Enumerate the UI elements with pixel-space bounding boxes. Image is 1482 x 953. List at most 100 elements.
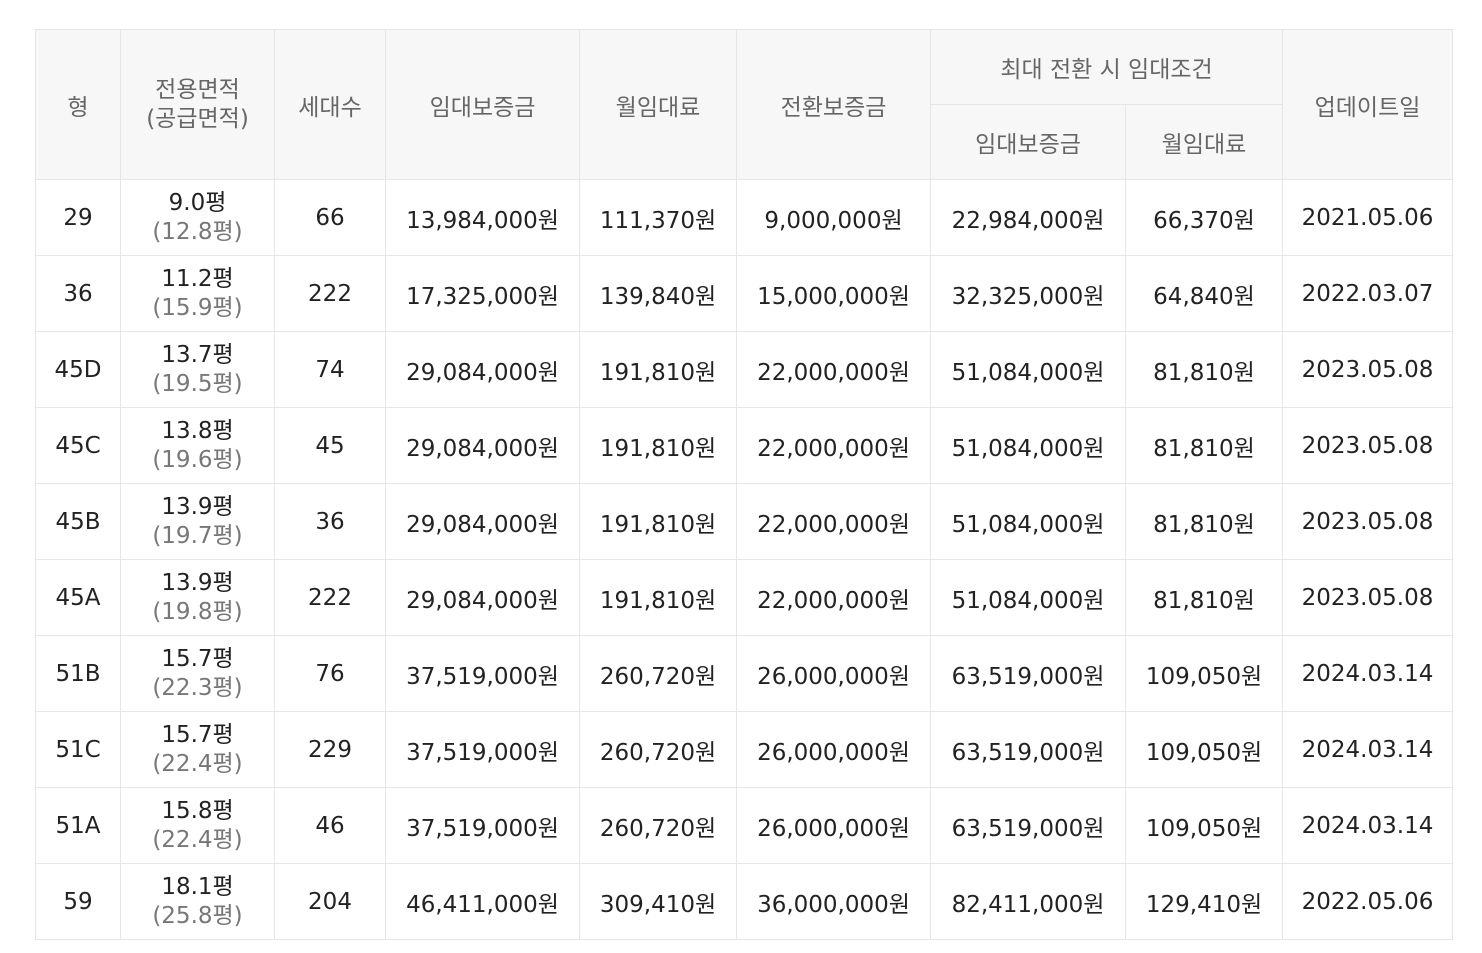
- header-area: 전용면적 (공급면적): [120, 29, 275, 180]
- cell-updated: 2023.05.08: [1282, 483, 1453, 560]
- cell-conversion-deposit: 26,000,000원: [736, 711, 931, 788]
- cell-type: 59: [35, 863, 121, 940]
- header-type: 형: [35, 29, 121, 180]
- cell-area: 15.8평 (22.4평): [120, 787, 275, 864]
- cell-area: 15.7평 (22.4평): [120, 711, 275, 788]
- cell-deposit: 29,084,000원: [385, 483, 580, 560]
- rental-conditions-table: 형 전용면적 (공급면적) 세대수 임대보증금 월임대료 전환보증금 최대 전환…: [35, 29, 1453, 940]
- cell-area: 13.9평 (19.8평): [120, 559, 275, 636]
- cell-type: 45A: [35, 559, 121, 636]
- cell-area-supply: (22.3평): [152, 674, 243, 701]
- table-row: 45C 13.8평 (19.6평) 45 29,084,000원 191,810원 22,0…: [35, 407, 1453, 484]
- rental-table-container: 형 전용면적 (공급면적) 세대수 임대보증금 월임대료 전환보증금 최대 전환…: [35, 29, 1453, 940]
- cell-updated: 2024.03.14: [1282, 787, 1453, 864]
- cell-households: 46: [274, 787, 386, 864]
- cell-type: 51B: [35, 635, 121, 712]
- cell-deposit: 37,519,000원: [385, 711, 580, 788]
- cell-max-deposit: 51,084,000원: [930, 559, 1126, 636]
- cell-monthly-rent: 139,840원: [579, 255, 737, 332]
- cell-area: 13.9평 (19.7평): [120, 483, 275, 560]
- cell-monthly-rent: 191,810원: [579, 559, 737, 636]
- cell-area: 18.1평 (25.8평): [120, 863, 275, 940]
- cell-max-deposit: 51,084,000원: [930, 331, 1126, 408]
- cell-max-monthly-rent: 81,810원: [1125, 559, 1283, 636]
- table-row: 45B 13.9평 (19.7평) 36 29,084,000원 191,810원 22,0…: [35, 483, 1453, 560]
- cell-conversion-deposit: 26,000,000원: [736, 787, 931, 864]
- cell-updated: 2022.05.06: [1282, 863, 1453, 940]
- header-max-monthly-rent: 월임대료: [1125, 104, 1283, 180]
- cell-area-exclusive: 15.7평: [161, 721, 234, 748]
- cell-updated: 2023.05.08: [1282, 407, 1453, 484]
- cell-area-exclusive: 15.7평: [161, 645, 234, 672]
- cell-deposit: 46,411,000원: [385, 863, 580, 940]
- cell-monthly-rent: 309,410원: [579, 863, 737, 940]
- cell-area-exclusive: 13.8평: [161, 417, 234, 444]
- cell-area-supply: (22.4평): [152, 826, 243, 853]
- header-area-supply: (공급면적): [146, 105, 249, 132]
- cell-type: 45C: [35, 407, 121, 484]
- header-max-conversion-group: 최대 전환 시 임대조건: [930, 29, 1283, 105]
- cell-area-supply: (12.8평): [152, 218, 243, 245]
- cell-area-supply: (19.6평): [152, 446, 243, 473]
- cell-households: 229: [274, 711, 386, 788]
- cell-updated: 2024.03.14: [1282, 711, 1453, 788]
- cell-conversion-deposit: 36,000,000원: [736, 863, 931, 940]
- cell-max-deposit: 22,984,000원: [930, 179, 1126, 256]
- cell-updated: 2021.05.06: [1282, 179, 1453, 256]
- cell-max-monthly-rent: 66,370원: [1125, 179, 1283, 256]
- cell-max-deposit: 63,519,000원: [930, 711, 1126, 788]
- cell-area-supply: (25.8평): [152, 902, 243, 929]
- cell-area-supply: (19.7평): [152, 522, 243, 549]
- cell-conversion-deposit: 22,000,000원: [736, 331, 931, 408]
- cell-monthly-rent: 260,720원: [579, 711, 737, 788]
- cell-max-deposit: 32,325,000원: [930, 255, 1126, 332]
- cell-area: 13.7평 (19.5평): [120, 331, 275, 408]
- cell-deposit: 29,084,000원: [385, 331, 580, 408]
- cell-updated: 2023.05.08: [1282, 331, 1453, 408]
- table-row: 59 18.1평 (25.8평) 204 46,411,000원 309,410원 36,0…: [35, 863, 1453, 940]
- header-households: 세대수: [274, 29, 386, 180]
- cell-area-supply: (19.5평): [152, 370, 243, 397]
- cell-max-monthly-rent: 81,810원: [1125, 483, 1283, 560]
- cell-monthly-rent: 191,810원: [579, 331, 737, 408]
- cell-area-exclusive: 13.7평: [161, 341, 234, 368]
- cell-max-deposit: 51,084,000원: [930, 407, 1126, 484]
- cell-max-monthly-rent: 81,810원: [1125, 407, 1283, 484]
- cell-area-exclusive: 18.1평: [161, 873, 234, 900]
- cell-type: 45B: [35, 483, 121, 560]
- table-body: 29 9.0평 (12.8평) 66 13,984,000원 111,370원 9,000,…: [35, 179, 1453, 940]
- header-monthly-rent: 월임대료: [579, 29, 737, 180]
- cell-area-supply: (19.8평): [152, 598, 243, 625]
- cell-area: 13.8평 (19.6평): [120, 407, 275, 484]
- cell-type: 51A: [35, 787, 121, 864]
- table-row: 29 9.0평 (12.8평) 66 13,984,000원 111,370원 9,000,…: [35, 179, 1453, 256]
- cell-deposit: 37,519,000원: [385, 787, 580, 864]
- cell-households: 66: [274, 179, 386, 256]
- cell-conversion-deposit: 26,000,000원: [736, 635, 931, 712]
- cell-monthly-rent: 260,720원: [579, 635, 737, 712]
- cell-conversion-deposit: 9,000,000원: [736, 179, 931, 256]
- table-row: 51A 15.8평 (22.4평) 46 37,519,000원 260,720원 26,0…: [35, 787, 1453, 864]
- cell-households: 36: [274, 483, 386, 560]
- cell-deposit: 37,519,000원: [385, 635, 580, 712]
- cell-deposit: 29,084,000원: [385, 407, 580, 484]
- header-area-exclusive: 전용면적: [155, 76, 240, 103]
- cell-type: 45D: [35, 331, 121, 408]
- cell-type: 29: [35, 179, 121, 256]
- cell-monthly-rent: 191,810원: [579, 483, 737, 560]
- table-row: 36 11.2평 (15.9평) 222 17,325,000원 139,840원 15,0…: [35, 255, 1453, 332]
- cell-deposit: 17,325,000원: [385, 255, 580, 332]
- cell-area-exclusive: 9.0평: [168, 189, 227, 216]
- cell-updated: 2022.03.07: [1282, 255, 1453, 332]
- cell-updated: 2024.03.14: [1282, 635, 1453, 712]
- cell-max-monthly-rent: 64,840원: [1125, 255, 1283, 332]
- cell-max-deposit: 63,519,000원: [930, 635, 1126, 712]
- table-row: 45A 13.9평 (19.8평) 222 29,084,000원 191,810원 22,…: [35, 559, 1453, 636]
- cell-conversion-deposit: 22,000,000원: [736, 483, 931, 560]
- cell-max-deposit: 51,084,000원: [930, 483, 1126, 560]
- cell-households: 222: [274, 255, 386, 332]
- table-row: 51C 15.7평 (22.4평) 229 37,519,000원 260,720원 26,…: [35, 711, 1453, 788]
- cell-area-supply: (22.4평): [152, 750, 243, 777]
- cell-area-exclusive: 15.8평: [161, 797, 234, 824]
- cell-monthly-rent: 260,720원: [579, 787, 737, 864]
